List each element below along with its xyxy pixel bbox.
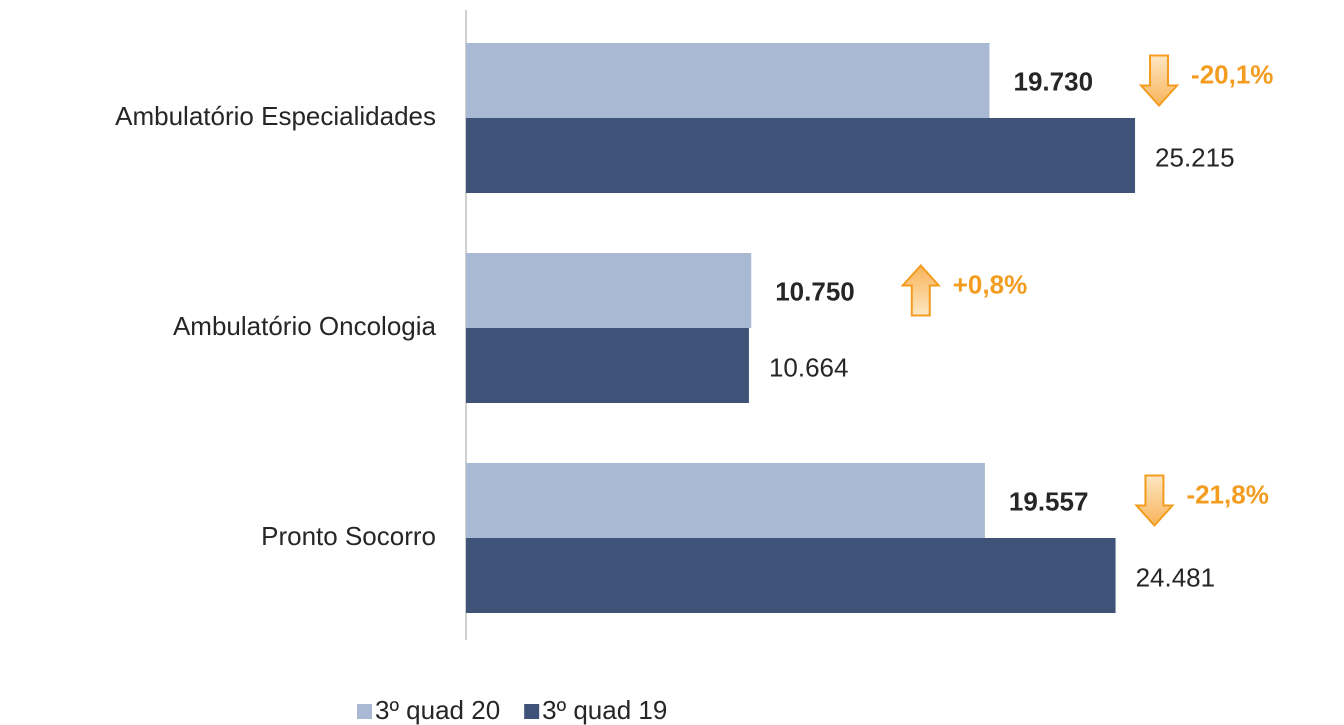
legend-swatch xyxy=(524,704,540,719)
change-label: +0,8% xyxy=(953,269,1027,299)
category-label: Ambulatório Especialidades xyxy=(115,101,436,131)
category-label: Ambulatório Oncologia xyxy=(173,311,437,341)
value-label: 25.215 xyxy=(1155,142,1235,172)
value-label: 19.557 xyxy=(1009,486,1089,516)
change-arrow xyxy=(900,264,942,317)
change-arrow xyxy=(1138,54,1180,107)
change-label: -20,1% xyxy=(1191,59,1273,89)
bar xyxy=(466,538,1116,613)
legend-swatch xyxy=(357,704,372,719)
bar xyxy=(466,463,985,538)
legend-label: 3º quad 20 xyxy=(375,695,500,725)
value-label: 10.664 xyxy=(769,352,849,382)
legend-label: 3º quad 19 xyxy=(542,695,667,725)
value-label: 24.481 xyxy=(1136,562,1216,592)
bar xyxy=(466,328,749,403)
change-label: -21,8% xyxy=(1186,479,1268,509)
change-arrow xyxy=(1134,474,1175,527)
bar xyxy=(466,253,752,328)
value-label: 10.750 xyxy=(775,276,855,306)
value-label: 19.730 xyxy=(1014,66,1094,96)
category-label: Pronto Socorro xyxy=(261,521,436,551)
bar xyxy=(466,118,1136,193)
bar xyxy=(466,43,990,118)
